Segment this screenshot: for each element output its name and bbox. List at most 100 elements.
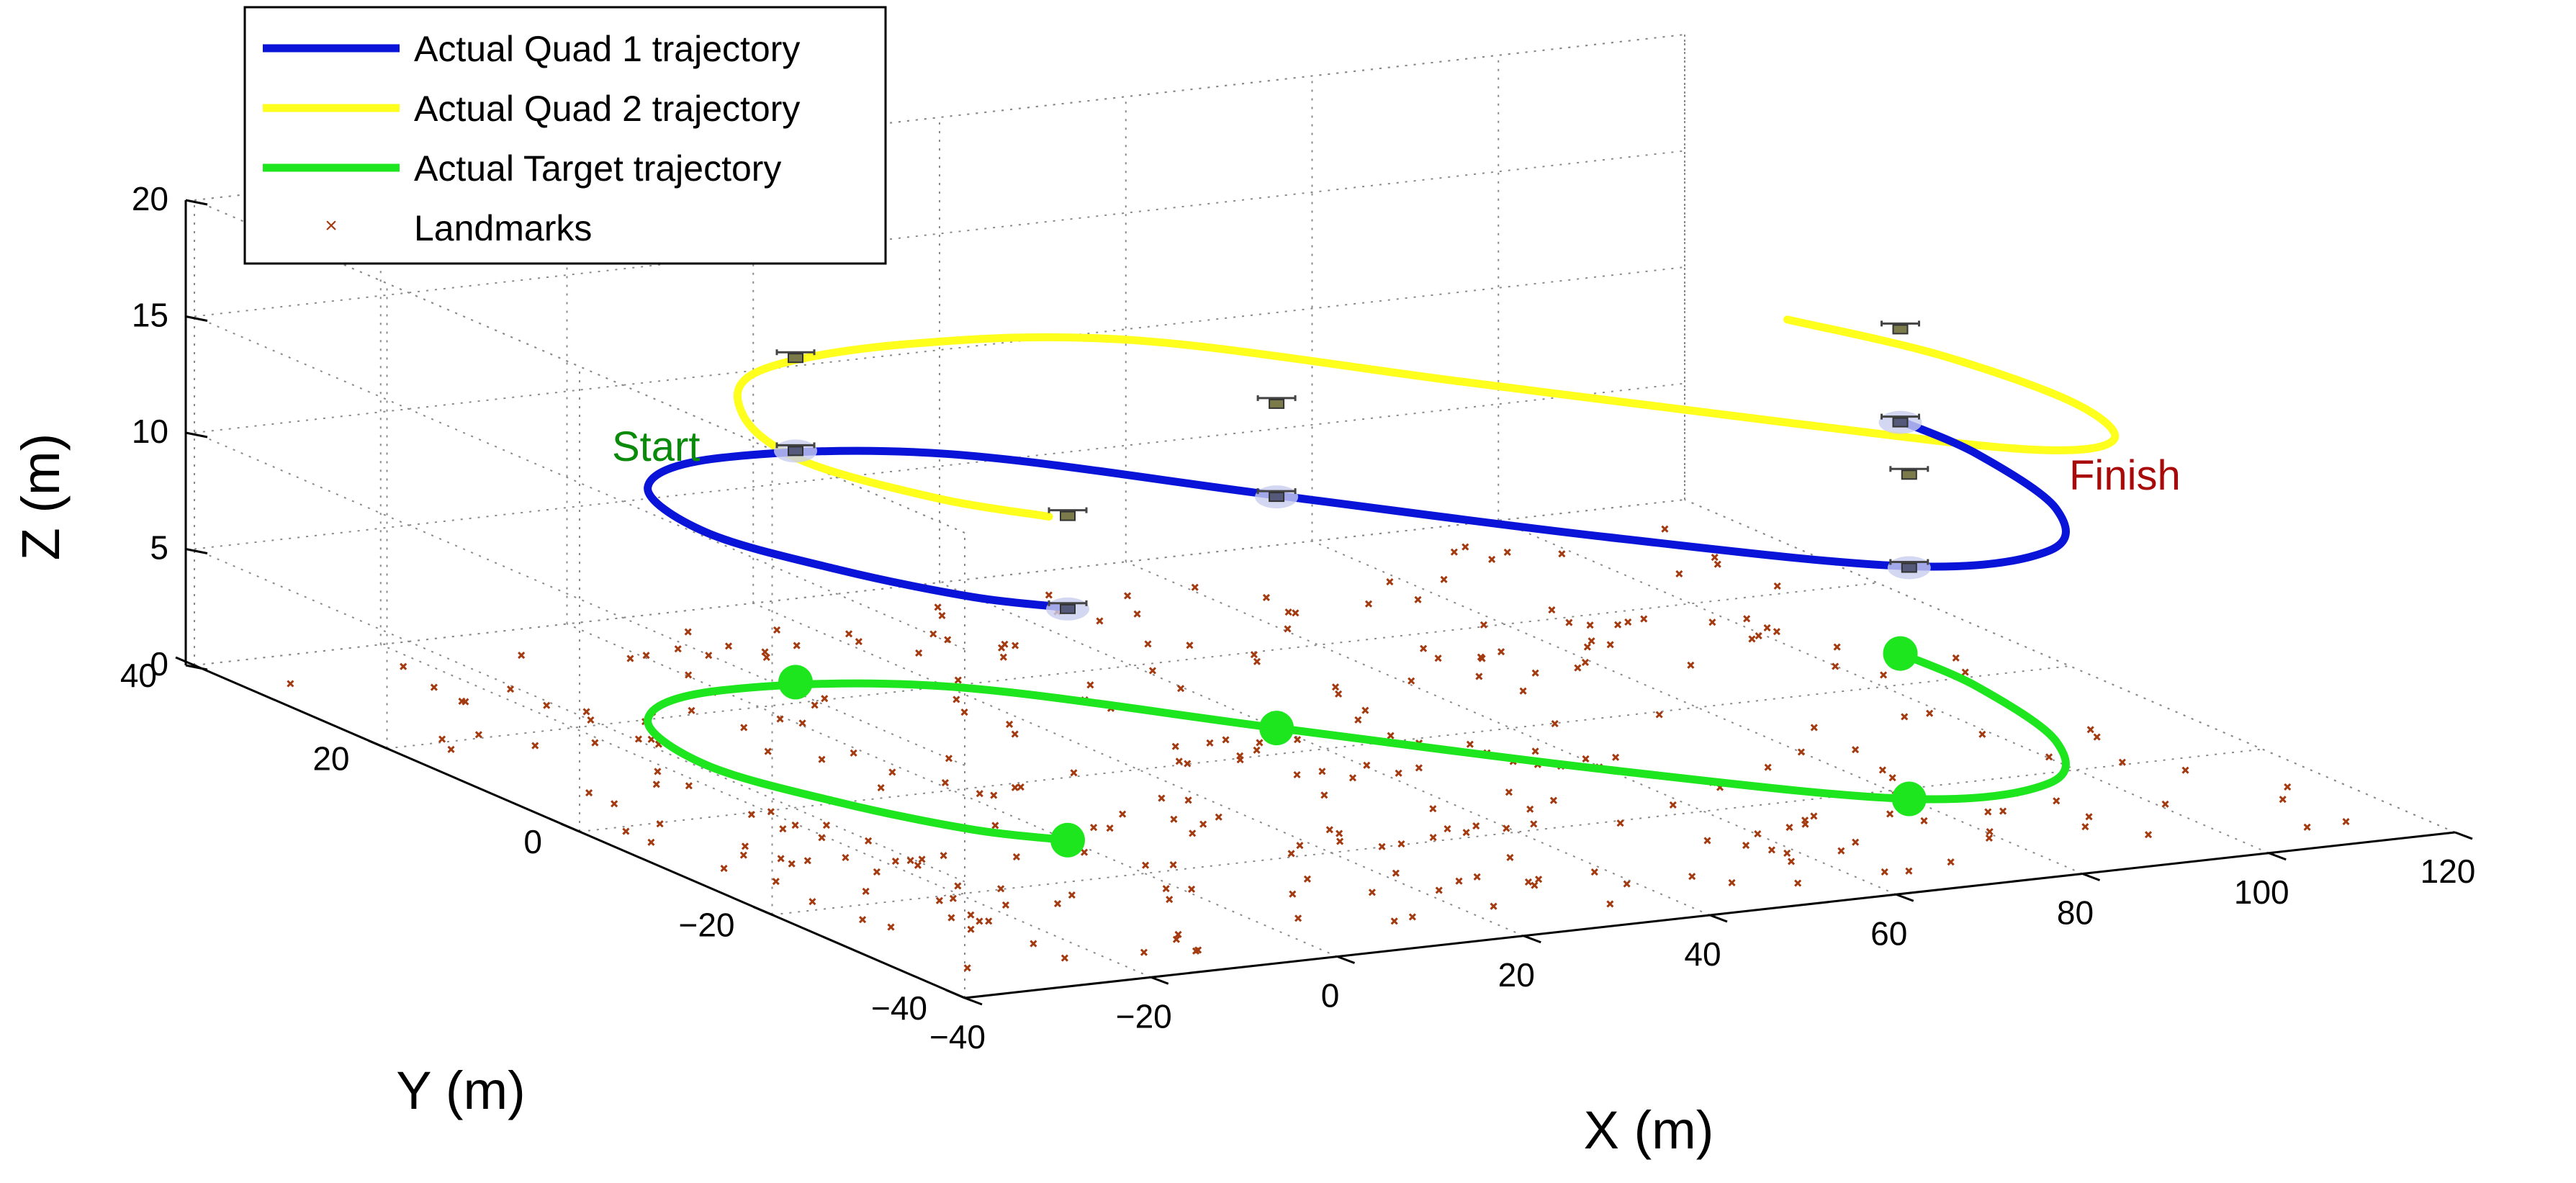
landmark-stroke bbox=[967, 925, 975, 933]
landmark-stroke bbox=[999, 653, 1007, 661]
landmark-stroke bbox=[798, 719, 806, 727]
x-tick bbox=[2081, 873, 2101, 881]
landmark-marker bbox=[1440, 575, 1448, 583]
landmark-stroke bbox=[582, 708, 590, 716]
landmark-marker bbox=[1661, 525, 1669, 533]
landmark-marker bbox=[741, 842, 749, 850]
landmark-stroke bbox=[791, 821, 799, 829]
landmark-marker bbox=[1711, 554, 1719, 562]
landmark-marker bbox=[642, 652, 650, 660]
landmark-stroke bbox=[1215, 813, 1222, 821]
grid-floor-x bbox=[1312, 540, 2083, 875]
landmark-stroke bbox=[963, 964, 971, 972]
landmark-marker bbox=[400, 662, 407, 670]
landmark-marker bbox=[720, 864, 728, 873]
landmark-marker bbox=[1986, 827, 1994, 836]
landmark-marker bbox=[929, 630, 937, 638]
landmark-marker bbox=[1435, 886, 1443, 894]
series-layer bbox=[644, 315, 2120, 845]
landmark-stroke bbox=[1801, 817, 1809, 824]
landmark-stroke bbox=[1293, 770, 1301, 779]
landmark-stroke bbox=[400, 662, 407, 670]
landmark-stroke bbox=[1581, 658, 1589, 666]
z-tick-label: 5 bbox=[150, 529, 168, 567]
landmark-marker bbox=[2279, 796, 2287, 804]
landmark-marker bbox=[740, 724, 748, 732]
landmark-stroke bbox=[934, 603, 942, 611]
landmark-marker bbox=[1763, 624, 1771, 631]
landmark-marker bbox=[1755, 632, 1762, 640]
landmark-stroke bbox=[1519, 687, 1527, 695]
landmark-marker bbox=[1606, 900, 1614, 908]
landmark-stroke bbox=[447, 745, 455, 753]
landmark-marker bbox=[773, 626, 781, 634]
grid-top-edge bbox=[194, 199, 965, 534]
landmark-stroke bbox=[1030, 940, 1037, 948]
landmark-stroke bbox=[1952, 654, 1960, 662]
landmark-marker bbox=[1325, 826, 1333, 834]
landmark-stroke bbox=[1655, 711, 1663, 719]
landmark-marker bbox=[2342, 818, 2350, 826]
landmark-stroke bbox=[1947, 858, 1955, 866]
x-tick bbox=[2268, 852, 2287, 861]
landmark-marker bbox=[1289, 890, 1297, 898]
landmark-stroke bbox=[877, 783, 885, 792]
landmark-stroke bbox=[1833, 643, 1841, 651]
landmark-stroke bbox=[1534, 876, 1543, 883]
landmark-stroke bbox=[850, 749, 857, 757]
x-tick bbox=[1709, 914, 1728, 923]
landmark-stroke bbox=[1253, 746, 1261, 754]
landmark-stroke bbox=[1011, 642, 1019, 649]
landmark-stroke bbox=[1984, 808, 1992, 816]
landmark-marker bbox=[2181, 766, 2189, 774]
landmark-marker bbox=[685, 782, 693, 790]
y-tick-label: 40 bbox=[120, 657, 157, 694]
series-quad2-line bbox=[733, 315, 2120, 521]
landmark-marker bbox=[1612, 753, 1620, 761]
landmark-stroke bbox=[1397, 840, 1405, 848]
landmark-marker bbox=[1783, 849, 1791, 857]
landmark-marker bbox=[1184, 796, 1192, 804]
landmark-stroke bbox=[1558, 550, 1566, 558]
landmark-stroke bbox=[1462, 829, 1470, 837]
landmark-marker bbox=[1675, 570, 1683, 577]
landmark-stroke bbox=[1096, 617, 1104, 625]
landmark-stroke bbox=[887, 923, 895, 931]
landmark-marker bbox=[1530, 820, 1538, 828]
landmark-marker bbox=[998, 644, 1006, 652]
legend-swatch-landmarks: × bbox=[325, 214, 338, 238]
grid-floor-x bbox=[380, 644, 1152, 979]
landmark-marker bbox=[1080, 848, 1089, 856]
landmark-stroke bbox=[1336, 829, 1343, 837]
landmark-marker bbox=[626, 655, 634, 662]
x-tick-label: 0 bbox=[1321, 977, 1340, 1015]
landmark-stroke bbox=[287, 680, 294, 688]
landmark-stroke bbox=[626, 655, 634, 662]
landmark-stroke bbox=[1852, 838, 1860, 846]
landmark-marker bbox=[1999, 807, 2007, 815]
landmark-stroke bbox=[1583, 643, 1591, 651]
landmark-marker bbox=[1429, 834, 1437, 842]
legend-label-target: Actual Target trajectory bbox=[414, 148, 781, 189]
landmark-marker bbox=[447, 745, 455, 753]
target-marker bbox=[1891, 781, 1927, 817]
landmark-marker bbox=[1060, 954, 1068, 962]
landmark-marker bbox=[1262, 593, 1271, 601]
landmark-marker bbox=[1590, 868, 1598, 876]
series-quad1-line bbox=[644, 417, 2070, 612]
landmark-marker bbox=[1833, 643, 1841, 651]
grid-floor-y bbox=[387, 582, 1878, 750]
landmark-stroke bbox=[1503, 824, 1510, 832]
landmark-stroke bbox=[1810, 812, 1818, 820]
landmark-stroke bbox=[1170, 815, 1178, 823]
landmark-stroke bbox=[2303, 823, 2311, 831]
landmark-stroke bbox=[991, 822, 999, 829]
z-axis-label: Z (m) bbox=[11, 433, 71, 561]
landmark-marker bbox=[2303, 823, 2311, 831]
landmark-marker bbox=[1068, 891, 1076, 899]
landmark-stroke bbox=[1640, 615, 1648, 623]
x-tick-label: 100 bbox=[2234, 873, 2289, 911]
landmark-marker bbox=[1462, 829, 1470, 837]
landmark-marker bbox=[1586, 621, 1594, 629]
landmark-stroke bbox=[1549, 796, 1557, 804]
